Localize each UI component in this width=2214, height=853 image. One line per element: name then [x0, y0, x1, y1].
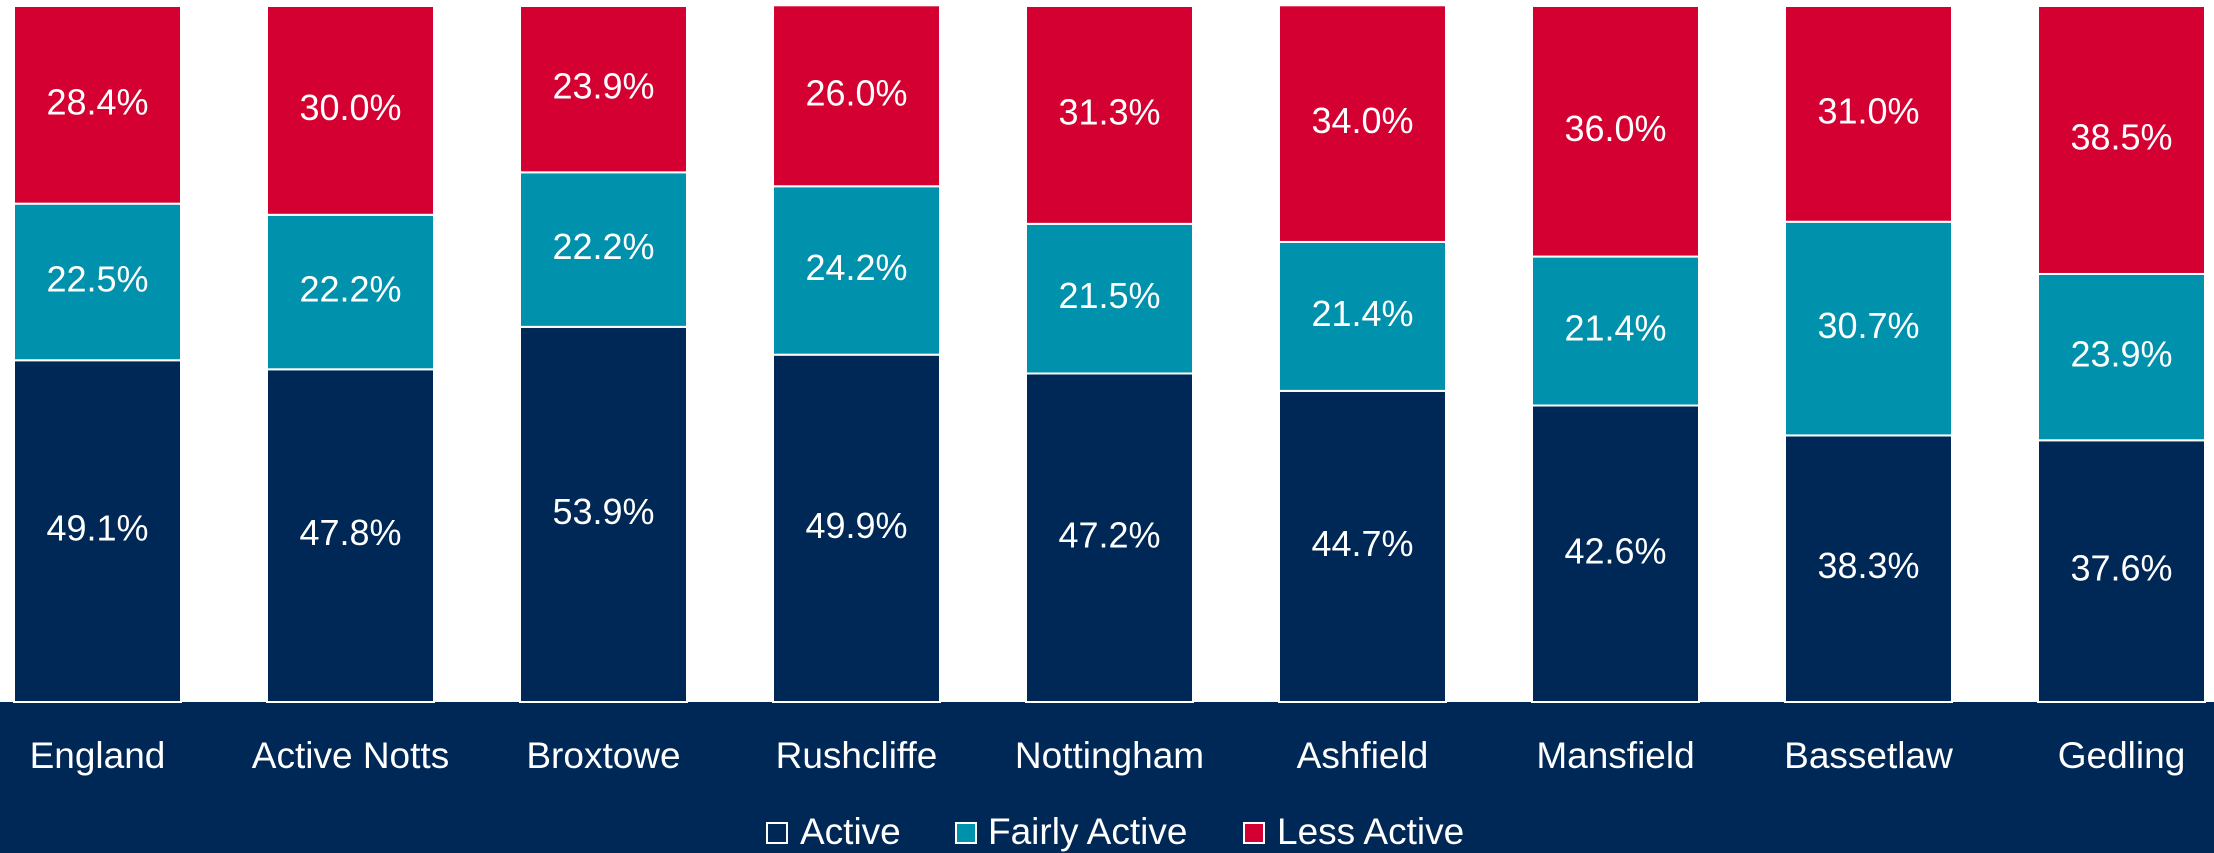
bar-segment: [266, 368, 435, 703]
data-label: 23.9%: [2070, 334, 2172, 375]
bar-segment: [266, 5, 435, 216]
data-label: 30.0%: [299, 87, 401, 128]
data-label: 31.3%: [1058, 91, 1160, 132]
x-tick-label: Ashfield: [1297, 735, 1429, 776]
bar-segment: [2037, 272, 2206, 442]
bar-segment: [519, 171, 688, 328]
data-label: 22.2%: [552, 226, 654, 267]
data-label: 21.5%: [1058, 275, 1160, 316]
data-label: 30.7%: [1817, 305, 1919, 346]
data-label: 38.5%: [2070, 116, 2172, 157]
bar-segment: [266, 213, 435, 371]
legend-label: Fairly Active: [988, 811, 1187, 852]
bar-segment: [1531, 5, 1700, 258]
bar-segment: [13, 359, 182, 703]
bar-segment: [1278, 389, 1447, 703]
x-tick-label: England: [30, 735, 166, 776]
bar-segment: [2037, 439, 2206, 703]
x-tick-label: Bassetlaw: [1784, 735, 1953, 776]
legend-swatch: [955, 822, 977, 844]
legend-swatch: [766, 822, 788, 844]
bar-segment: [1025, 372, 1194, 703]
bar-segment: [1531, 255, 1700, 407]
bar-segment: [13, 5, 182, 205]
bar-segment: [1784, 5, 1953, 223]
data-label: 34.0%: [1311, 100, 1413, 141]
data-label: 31.0%: [1817, 90, 1919, 131]
data-label: 37.6%: [2070, 548, 2172, 589]
data-label: 21.4%: [1564, 308, 1666, 349]
data-label: 22.5%: [46, 258, 148, 299]
data-label: 28.4%: [46, 81, 148, 122]
data-label: 53.9%: [552, 491, 654, 532]
data-label: 26.0%: [805, 72, 907, 113]
x-tick-label: Broxtowe: [526, 735, 680, 776]
bar-segment: [1531, 404, 1700, 703]
data-label: 22.2%: [299, 269, 401, 310]
x-tick-label: Gedling: [2058, 735, 2186, 776]
x-tick-label: Active Notts: [252, 735, 449, 776]
data-label: 44.7%: [1311, 523, 1413, 564]
data-label: 47.8%: [299, 512, 401, 553]
bar-segment: [1784, 220, 1953, 437]
data-label: 42.6%: [1564, 530, 1666, 571]
data-label: 21.4%: [1311, 293, 1413, 334]
data-label: 49.9%: [805, 505, 907, 546]
data-label: 36.0%: [1564, 108, 1666, 149]
footer-band: [0, 702, 2214, 853]
data-label: 49.1%: [46, 508, 148, 549]
data-label: 24.2%: [805, 247, 907, 288]
legend-label: Less Active: [1277, 811, 1464, 852]
bar-segment: [519, 325, 688, 703]
bar-segment: [772, 4, 941, 188]
x-tick-label: Nottingham: [1015, 735, 1204, 776]
legend-label: Active: [800, 811, 901, 852]
bar-segment: [772, 353, 941, 703]
bar-segment: [2037, 5, 2206, 275]
bar-segment: [1784, 434, 1953, 703]
bar-segment: [1025, 222, 1194, 375]
x-tick-label: Mansfield: [1536, 735, 1694, 776]
bar-segment: [1025, 5, 1194, 225]
x-tick-label: Rushcliffe: [776, 735, 938, 776]
data-label: 23.9%: [552, 66, 654, 107]
bar-segment: [1278, 4, 1447, 243]
bar-segment: [772, 185, 941, 356]
data-label: 47.2%: [1058, 514, 1160, 555]
data-label: 38.3%: [1817, 545, 1919, 586]
legend-swatch: [1243, 822, 1265, 844]
bar-segment: [519, 5, 688, 174]
bar-segment: [1278, 240, 1447, 392]
